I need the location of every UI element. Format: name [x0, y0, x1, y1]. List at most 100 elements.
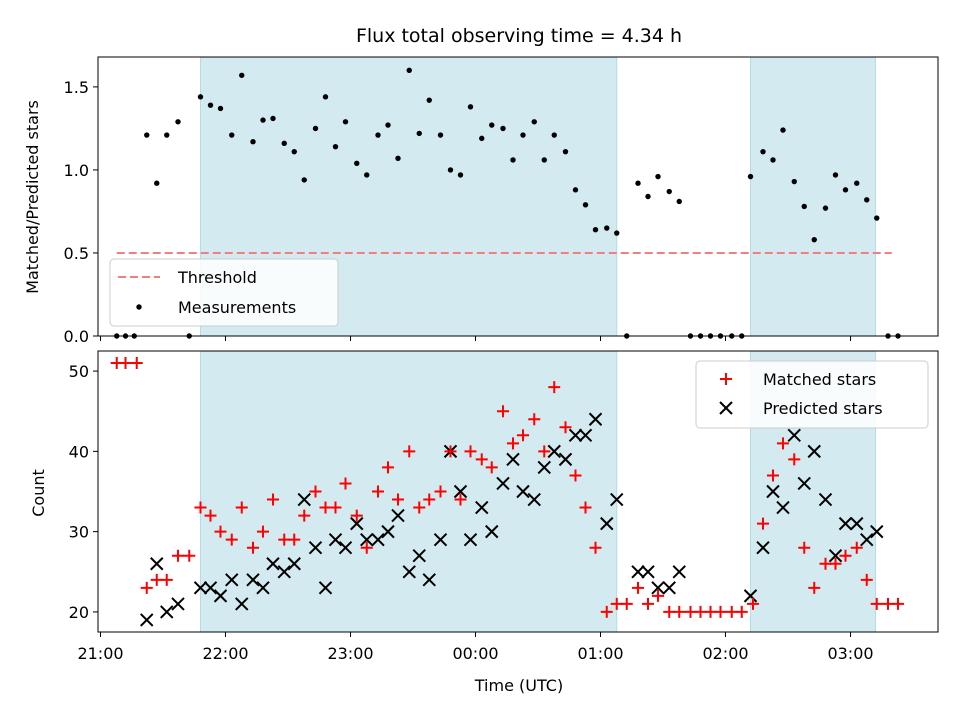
measurement-point [416, 130, 422, 137]
top-y-tick-label: 0.0 [64, 327, 89, 346]
x-tick-label: 23:00 [327, 644, 373, 663]
measurement-point [666, 188, 672, 195]
predicted-star-point [588, 412, 603, 426]
bottom-y-tick-label: 50 [69, 362, 89, 381]
matched-star-point [620, 597, 633, 610]
predicted-star-point [828, 549, 843, 563]
matched-star-point [475, 453, 488, 466]
predicted-star-point [496, 476, 510, 491]
measurement-point [760, 148, 766, 155]
top-y-tick-label: 1.5 [64, 78, 89, 97]
matched-star-point [538, 445, 551, 458]
predicted-star-point [433, 532, 448, 547]
measurement-point [842, 187, 849, 193]
bottom-axes-frame [97, 350, 939, 633]
measurement-point [531, 119, 537, 125]
matched-star-point [798, 541, 811, 554]
measurement-point [645, 193, 651, 200]
measurement-point [164, 132, 170, 138]
predicted-star-point [160, 605, 174, 619]
predicted-star-point [391, 508, 405, 523]
measurement-point [500, 125, 506, 132]
predicted-star-point [610, 492, 624, 507]
legend-threshold-label: Threshold [177, 268, 257, 287]
bottom-y-tick-label: 40 [69, 442, 89, 461]
matched-star-point [204, 509, 217, 522]
predicted-star-point [203, 581, 218, 595]
matched-star-point [350, 509, 363, 522]
matched-star-point [172, 549, 184, 562]
predicted-star-point [140, 613, 154, 627]
measurement-point [207, 102, 214, 108]
matched-star-point [454, 493, 467, 506]
matched-star-point [747, 597, 759, 610]
measurement-point [239, 72, 245, 78]
matched-star-point [235, 501, 248, 514]
predicted-star-point [641, 565, 655, 579]
measurement-point [801, 203, 807, 210]
matched-star-point [517, 429, 529, 442]
predicted-star-point [537, 460, 551, 475]
measurement-point [217, 105, 224, 112]
x-tick-label: 02:00 [702, 644, 748, 663]
measurement-point [822, 205, 829, 211]
predicted-star-point [631, 565, 645, 579]
measurement-point [354, 160, 360, 166]
measurement-point [270, 115, 276, 122]
matched-star-point [257, 525, 269, 538]
matched-star-point [423, 493, 436, 506]
legend-measurements-swatch [136, 304, 142, 310]
measurement-point [229, 132, 235, 138]
bottom-y-axis-label: Count [29, 469, 48, 517]
measurement-point [510, 157, 516, 163]
legend-predicted-swatch [719, 401, 733, 415]
matched-star-point [309, 485, 322, 498]
matched-star-point [808, 581, 821, 594]
top-legend: Threshold Measurements [109, 258, 339, 327]
measurement-point [635, 180, 641, 186]
bottom-legend: Matched stars Predicted stars [695, 360, 929, 429]
measurement-point [832, 172, 839, 178]
predicted-star-point [516, 484, 530, 499]
predicted-star-point [287, 557, 301, 571]
measurement-point [385, 122, 391, 128]
x-tick-label: 01:00 [577, 644, 623, 663]
predicted-star-point [527, 492, 541, 507]
matched-star-point [632, 581, 644, 594]
predicted-star-point [171, 597, 185, 611]
chart-title: Flux total observing time = 4.34 h [356, 25, 682, 47]
measurement-point [281, 140, 287, 147]
predicted-star-point [402, 565, 416, 579]
predicted-star-point [568, 428, 583, 443]
matched-star-point [194, 501, 207, 514]
x-tick-label: 21:00 [77, 644, 123, 663]
measurement-point [854, 180, 860, 186]
bottom-shaded-interval [200, 350, 618, 633]
matched-star-point [392, 493, 404, 506]
legend-predicted-label: Predicted stars [763, 399, 883, 418]
measurement-point [655, 173, 661, 180]
predicted-star-point [475, 500, 489, 515]
matched-star-point [860, 573, 873, 586]
predicted-star-point [662, 581, 676, 595]
top-y-tick-label: 1.0 [64, 161, 89, 180]
predicted-star-point [547, 444, 561, 459]
matched-star-point [777, 437, 789, 450]
predicted-star-point [838, 516, 853, 531]
predicted-star-point [256, 581, 270, 595]
predicted-star-point [651, 581, 665, 595]
measurement-point [197, 94, 204, 100]
measurement-point [342, 119, 349, 125]
predicted-star-point [776, 500, 790, 515]
top-y-axis-label: Matched/Predicted stars [23, 100, 42, 294]
matched-star-point [329, 501, 342, 514]
measurement-point [406, 67, 412, 73]
predicted-star-point [766, 484, 780, 499]
predicted-star-point [328, 532, 343, 547]
measurement-point [301, 177, 307, 183]
matched-star-point [444, 445, 457, 458]
predicted-star-point [277, 565, 291, 579]
matched-star-point [288, 533, 301, 546]
predicted-star-point [463, 532, 478, 547]
measurement-point [332, 143, 339, 150]
